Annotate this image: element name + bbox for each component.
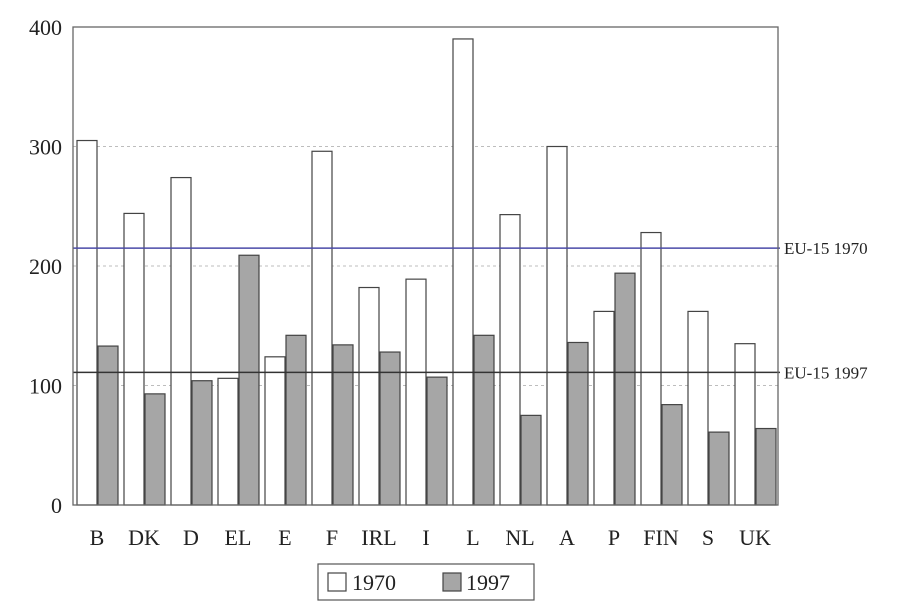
x-axis-category-labels: B DK D EL E F IRL I L NL A P FIN S UK: [90, 525, 771, 550]
x-category-label: NL: [505, 525, 534, 550]
bar-1970-NL: [499, 214, 521, 506]
bar-1997-DK: [144, 393, 166, 506]
y-tick-label: 400: [29, 15, 62, 40]
reference-line-label: EU-15 1970: [784, 239, 868, 258]
x-category-label: EL: [225, 525, 252, 550]
x-category-label: FIN: [643, 525, 679, 550]
bar-1970-A: [546, 145, 568, 506]
x-category-label: DK: [128, 525, 160, 550]
bar-1970-IRL: [358, 286, 380, 506]
bar-1970-I: [405, 278, 427, 506]
y-tick-label: 100: [29, 374, 62, 399]
bar-1997-NL: [520, 414, 542, 506]
y-tick-label: 0: [51, 493, 62, 518]
reference-lines: EU-15 1970 EU-15 1997: [73, 239, 868, 382]
bar-1970-S: [687, 310, 709, 506]
x-category-label: B: [90, 525, 105, 550]
bars: [76, 38, 777, 506]
legend-label: 1997: [466, 570, 510, 595]
y-tick-label: 200: [29, 254, 62, 279]
y-tick-label: 300: [29, 135, 62, 160]
bar-1997-EL: [238, 254, 260, 506]
bar-1970-L: [452, 38, 474, 506]
bar-1970-DK: [123, 212, 145, 506]
x-category-label: F: [326, 525, 338, 550]
x-category-label: IRL: [361, 525, 396, 550]
bar-1970-D: [170, 176, 192, 506]
x-category-label: P: [608, 525, 620, 550]
bar-1970-EL: [217, 377, 239, 506]
reference-line-label: EU-15 1997: [784, 363, 868, 382]
bar-1997-I: [426, 376, 448, 506]
x-category-label: I: [422, 525, 429, 550]
bar-1970-FIN: [640, 231, 662, 506]
bar-1997-E: [285, 334, 307, 506]
legend-label: 1970: [352, 570, 396, 595]
bar-1997-P: [614, 272, 636, 506]
bar-1997-B: [97, 345, 119, 506]
legend-swatch-1997: [442, 572, 462, 592]
bar-1997-A: [567, 341, 589, 506]
y-axis-tick-labels: 0 100 200 300 400: [29, 15, 62, 518]
bar-1970-F: [311, 150, 333, 506]
bar-1997-FIN: [661, 404, 683, 506]
legend-swatch-1970: [327, 572, 347, 592]
x-category-label: E: [278, 525, 291, 550]
bar-1997-UK: [755, 427, 777, 506]
bar-1970-P: [593, 310, 615, 506]
x-category-label: L: [466, 525, 479, 550]
bar-1997-S: [708, 431, 730, 506]
bar-1997-F: [332, 344, 354, 506]
x-category-label: A: [559, 525, 575, 550]
x-category-label: UK: [739, 525, 771, 550]
legend-box: [317, 563, 535, 601]
bar-1970-E: [264, 356, 286, 506]
bar-1997-D: [191, 380, 213, 506]
bar-1970-UK: [734, 343, 756, 506]
legend: 1970 1997: [317, 563, 535, 601]
bar-1997-L: [473, 334, 495, 506]
plot-frame: [72, 26, 779, 506]
x-category-label: S: [702, 525, 714, 550]
bar-1997-IRL: [379, 351, 401, 506]
x-category-label: D: [183, 525, 199, 550]
bar-1970-B: [76, 139, 98, 506]
